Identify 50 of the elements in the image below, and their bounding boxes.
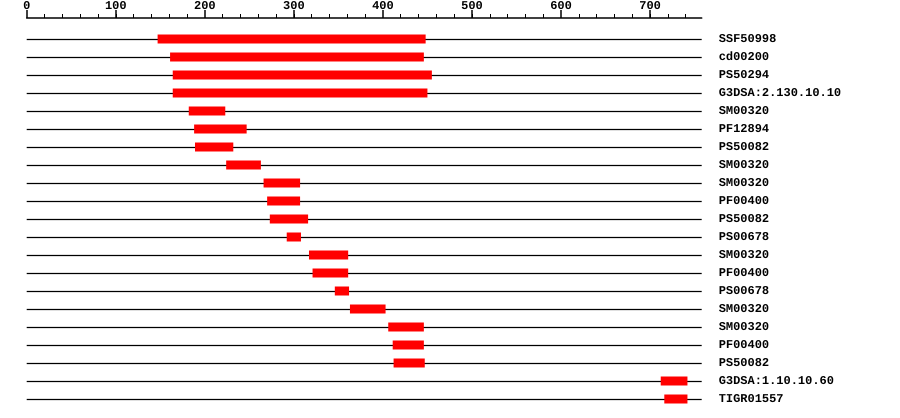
y-tick-label: PS50082 (718, 356, 770, 370)
bar (334, 286, 350, 296)
y-tick-label: SM00320 (718, 248, 770, 262)
y-tick-label: PS50082 (718, 212, 770, 226)
bar (308, 250, 348, 260)
bar (188, 106, 226, 116)
y-tick-label: TIGR01557 (718, 392, 784, 406)
x-tick-label: 300 (283, 0, 305, 13)
y-tick-label: G3DSA:1.10.10.60 (718, 374, 834, 388)
y-tick-label: PS50294 (718, 68, 770, 82)
x-tick-label: 0 (23, 0, 30, 13)
y-tick-label: PF00400 (718, 266, 770, 280)
y-tick-label: PS50082 (718, 140, 770, 154)
bar (170, 52, 424, 62)
y-tick-label: PS00678 (718, 284, 770, 298)
y-tick-label: PS00678 (718, 230, 770, 244)
bar (158, 34, 426, 44)
x-tick-label: 500 (461, 0, 483, 13)
x-tick-label: 600 (550, 0, 572, 13)
bar (267, 196, 300, 206)
bar (388, 322, 424, 332)
y-tick-label: SM00320 (718, 104, 770, 118)
bar (394, 358, 425, 368)
bar (660, 376, 688, 386)
x-tick-label: 400 (372, 0, 394, 13)
bar (270, 214, 308, 224)
y-tick-label: SSF50998 (718, 32, 776, 46)
y-tick-label: SM00320 (718, 176, 770, 190)
y-tick-label: cd00200 (718, 50, 770, 64)
y-tick-label: PF00400 (718, 338, 770, 352)
bar (350, 304, 386, 314)
bar (312, 268, 348, 278)
bar (172, 88, 428, 98)
bar (264, 178, 300, 188)
bar (392, 340, 424, 350)
bar (664, 394, 688, 404)
bar (286, 232, 301, 242)
y-tick-label: SM00320 (718, 320, 770, 334)
x-tick-label: 100 (104, 0, 127, 13)
y-tick-label: SM00320 (718, 302, 770, 316)
bar (226, 160, 261, 170)
bar (172, 70, 432, 80)
y-tick-label: SM00320 (718, 158, 770, 172)
bar (194, 124, 247, 134)
bar (195, 142, 234, 152)
y-tick-label: PF00400 (718, 194, 770, 208)
x-tick-label: 200 (194, 0, 216, 13)
y-tick-label: PF12894 (718, 122, 770, 136)
x-tick-label: 700 (639, 0, 661, 13)
y-tick-label: G3DSA:2.130.10.10 (718, 86, 842, 100)
